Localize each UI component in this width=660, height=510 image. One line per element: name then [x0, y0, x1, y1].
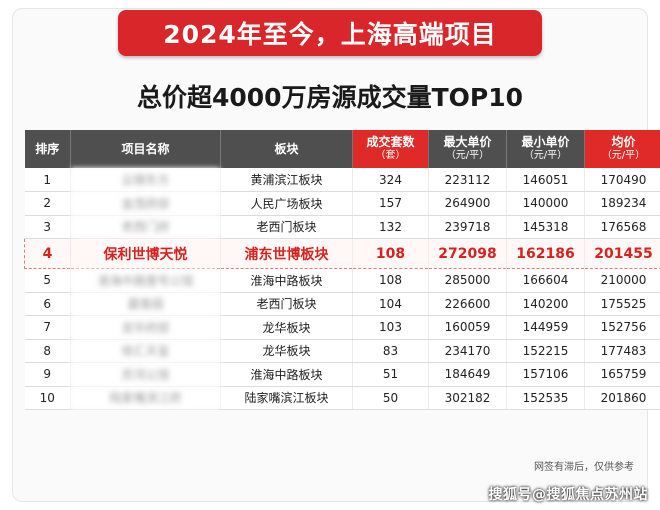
cell-area: 黄浦滨江板块 — [220, 168, 353, 192]
cell-max-price: 160059 — [428, 315, 507, 340]
cell-units: 108 — [352, 268, 429, 293]
cell-area: 淮海中路板块 — [220, 362, 353, 387]
cell-min-price: 166604 — [506, 268, 585, 293]
table-header-row: 排序 项目名称 板块 成交套数 （套） 最大单价 （元/平） 最小单价 （元/平） 均… — [24, 130, 660, 168]
watermark: 搜狐号@搜狐焦点苏州站 — [488, 487, 648, 503]
cell-avg-price: 201455 — [584, 238, 660, 269]
cell-project-name: 徐汇天玺 — [70, 339, 221, 363]
cell-avg-price: 201860 — [584, 386, 660, 410]
header-units: 成交套数 （套） — [352, 130, 429, 168]
cell-rank: 9 — [24, 362, 71, 387]
cell-project-name: 淮海中路壹号公馆 — [70, 268, 221, 293]
cell-project-name: 龙华府邸 — [70, 315, 221, 340]
cell-rank: 10 — [24, 386, 71, 410]
cell-project-name: 苏河公馆 — [70, 362, 221, 387]
table-row: 7 龙华府邸 龙华板块 103 160059 144959 152756 — [24, 315, 660, 340]
cell-rank: 8 — [24, 339, 71, 363]
cell-avg-price: 175525 — [584, 292, 660, 316]
cell-units: 157 — [352, 191, 429, 216]
cell-max-price: 223112 — [428, 168, 507, 192]
highlighted-row: 4 保利世博天悦 浦东世博板块 108 272098 162186 201455 — [24, 238, 660, 269]
header-rank: 排序 — [24, 130, 71, 168]
cell-project-name: 保利世博天悦 — [70, 238, 221, 269]
cell-rank: 1 — [24, 168, 71, 192]
footnote: 网签有滞后，仅供参考 — [534, 462, 634, 473]
cell-rank: 3 — [24, 215, 71, 239]
cell-rank: 2 — [24, 191, 71, 216]
table-row: 10 陆家嘴滨江府 陆家嘴滨江板块 50 302182 152535 20186… — [24, 386, 660, 410]
cell-rank: 4 — [24, 238, 71, 269]
table-row: 1 云锦东方 黄浦滨江板块 324 223112 146051 170490 — [24, 168, 660, 192]
header-max-price: 最大单价 （元/平） — [428, 130, 507, 168]
cell-project-name: 老西门府 — [70, 215, 221, 239]
cell-avg-price: 165759 — [584, 362, 660, 387]
cell-max-price: 302182 — [428, 386, 507, 410]
cell-units: 50 — [352, 386, 429, 410]
cell-min-price: 152215 — [506, 339, 585, 363]
cell-min-price: 140000 — [506, 191, 585, 216]
cell-max-price: 285000 — [428, 268, 507, 293]
cell-rank: 5 — [24, 268, 71, 293]
table-row: 8 徐汇天玺 龙华板块 83 234170 152215 177483 — [24, 339, 660, 363]
page-title: 总价超4000万房源成交量TOP10 — [137, 83, 523, 112]
cell-area: 浦东世博板块 — [220, 238, 353, 269]
cell-avg-price: 152756 — [584, 315, 660, 340]
cell-area: 老西门板块 — [220, 215, 353, 239]
cell-min-price: 157106 — [506, 362, 585, 387]
cell-avg-price: 210000 — [584, 268, 660, 293]
table-body: 1 云锦东方 黄浦滨江板块 324 223112 146051 170490 2… — [24, 168, 660, 410]
cell-max-price: 234170 — [428, 339, 507, 363]
cell-units: 104 — [352, 292, 429, 316]
cell-area: 陆家嘴滨江板块 — [220, 386, 353, 410]
header-project-name: 项目名称 — [70, 130, 221, 168]
cell-max-price: 239718 — [428, 215, 507, 239]
cell-area: 龙华板块 — [220, 315, 353, 340]
cell-rank: 7 — [24, 315, 71, 340]
cell-units: 103 — [352, 315, 429, 340]
table-row: 5 淮海中路壹号公馆 淮海中路板块 108 285000 166604 2100… — [24, 268, 660, 293]
cell-min-price: 140200 — [506, 292, 585, 316]
cell-units: 324 — [352, 168, 429, 192]
cell-max-price: 226600 — [428, 292, 507, 316]
cell-avg-price: 170490 — [584, 168, 660, 192]
table-row: 2 金茂府邸 人民广场板块 157 264900 140000 189234 — [24, 191, 660, 216]
header-min-price: 最小单价 （元/平） — [506, 130, 585, 168]
cell-avg-price: 177483 — [584, 339, 660, 363]
table-row: 9 苏河公馆 淮海中路板块 51 184649 157106 165759 — [24, 362, 660, 387]
cell-project-name: 露香园 — [70, 292, 221, 316]
banner-title: 2024年至今，上海高端项目 — [163, 20, 497, 49]
cell-area: 龙华板块 — [220, 339, 353, 363]
cell-max-price: 264900 — [428, 191, 507, 216]
cell-min-price: 144959 — [506, 315, 585, 340]
cell-units: 51 — [352, 362, 429, 387]
cell-project-name: 陆家嘴滨江府 — [70, 386, 221, 410]
ranking-table: 排序 项目名称 板块 成交套数 （套） 最大单价 （元/平） 最小单价 （元/平） 均… — [24, 130, 660, 410]
header-avg-price: 均价 （元/平） — [584, 130, 660, 168]
cell-rank: 6 — [24, 292, 71, 316]
cell-area: 淮海中路板块 — [220, 268, 353, 293]
cell-min-price: 152535 — [506, 386, 585, 410]
cell-min-price: 145318 — [506, 215, 585, 239]
cell-avg-price: 176568 — [584, 215, 660, 239]
cell-min-price: 162186 — [506, 238, 585, 269]
table-row: 3 老西门府 老西门板块 132 239718 145318 176568 — [24, 215, 660, 239]
title-banner: 2024年至今，上海高端项目 — [118, 10, 542, 56]
cell-project-name: 云锦东方 — [70, 168, 221, 192]
cell-max-price: 272098 — [428, 238, 507, 269]
cell-units: 108 — [352, 238, 429, 269]
cell-area: 人民广场板块 — [220, 191, 353, 216]
cell-project-name: 金茂府邸 — [70, 191, 221, 216]
cell-units: 132 — [352, 215, 429, 239]
cell-min-price: 146051 — [506, 168, 585, 192]
cell-units: 83 — [352, 339, 429, 363]
cell-max-price: 184649 — [428, 362, 507, 387]
cell-area: 老西门板块 — [220, 292, 353, 316]
header-area: 板块 — [220, 130, 353, 168]
table-row: 6 露香园 老西门板块 104 226600 140200 175525 — [24, 292, 660, 316]
cell-avg-price: 189234 — [584, 191, 660, 216]
